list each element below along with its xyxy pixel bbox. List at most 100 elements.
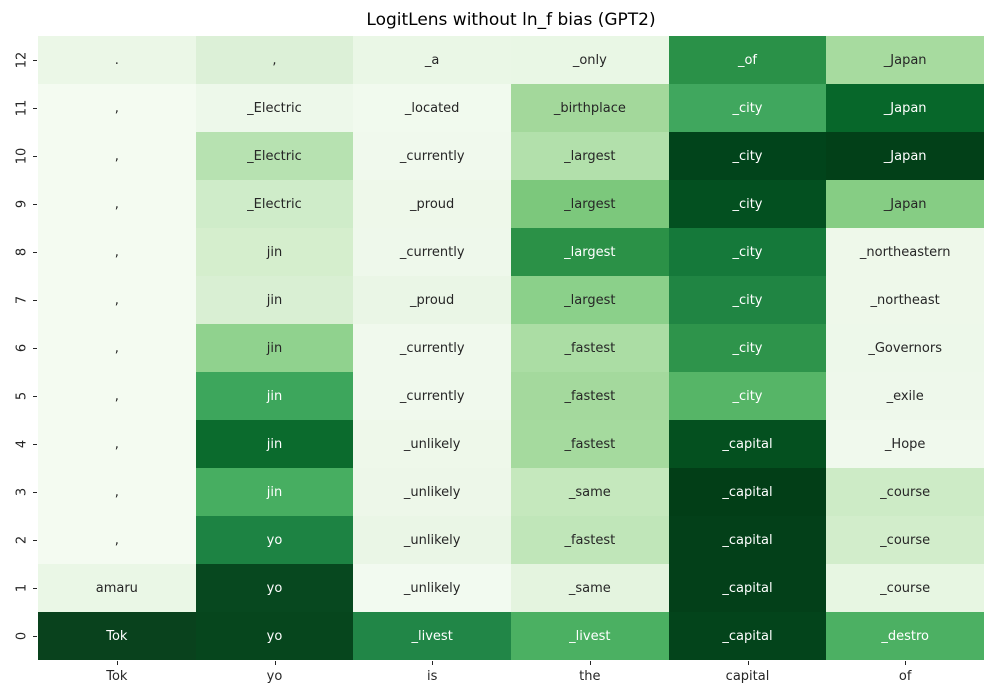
y-tick-mark	[33, 443, 37, 445]
heatmap-cell: _northeast	[826, 276, 984, 324]
y-tick-mark	[33, 107, 37, 109]
y-tick-mark	[33, 203, 37, 205]
y-tick-label: 9	[14, 199, 30, 209]
heatmap-cell: ,	[38, 84, 196, 132]
heatmap-grid: ., _a _only _of _Japan, _Electric _located _bir…	[38, 36, 984, 660]
heatmap-cell: _largest	[511, 228, 669, 276]
y-tick-mark	[33, 251, 37, 253]
heatmap-cell: _city	[668, 132, 827, 180]
heatmap-cell: ,	[38, 132, 196, 180]
heatmap-cell: _fastest	[511, 420, 669, 468]
heatmap-cell: _fastest	[511, 516, 669, 564]
heatmap-cell: _only	[511, 36, 669, 84]
heatmap-cell: Tok	[38, 612, 196, 660]
heatmap-cell: _unlikely	[353, 468, 511, 516]
x-tick-label: Tok	[106, 669, 128, 684]
y-tick-mark	[33, 347, 37, 349]
heatmap-cell: _Japan	[826, 180, 984, 228]
y-tick-label: 5	[14, 391, 30, 401]
heatmap-cell: _unlikely	[353, 564, 511, 612]
heatmap-cell: ,	[38, 324, 196, 372]
y-tick-label: 2	[14, 535, 30, 545]
heatmap-cell: _currently	[353, 132, 511, 180]
heatmap-cell: _course	[826, 564, 984, 612]
chart-title: LogitLens without ln_f bias (GPT2)	[366, 10, 656, 30]
x-tick-label: yo	[266, 669, 283, 684]
heatmap-cell: _livest	[353, 612, 511, 660]
heatmap-cell: _unlikely	[353, 420, 511, 468]
y-tick-label: 4	[14, 439, 30, 449]
heatmap-cell: _same	[511, 468, 669, 516]
y-tick-label: 6	[14, 343, 30, 353]
y-tick-label: 3	[14, 487, 30, 497]
heatmap-cell: _city	[668, 228, 827, 276]
heatmap-cell: yo	[195, 612, 354, 660]
heatmap-cell: _currently	[353, 324, 511, 372]
heatmap-cell: _capital	[668, 468, 827, 516]
heatmap-cell: ,	[38, 180, 196, 228]
heatmap-cell: _capital	[668, 612, 827, 660]
heatmap-cell: yo	[195, 516, 354, 564]
y-tick-mark	[33, 635, 37, 637]
heatmap-cell: _same	[511, 564, 669, 612]
heatmap-cell: jin	[195, 468, 354, 516]
y-tick-mark	[33, 155, 37, 157]
x-tick-label: of	[898, 669, 912, 684]
heatmap-cell: _Electric	[195, 180, 354, 228]
heatmap-cell: _largest	[511, 132, 669, 180]
heatmap-cell: _largest	[511, 180, 669, 228]
heatmap-cell: _course	[826, 516, 984, 564]
heatmap-cell: _proud	[353, 276, 511, 324]
x-tick-mark	[747, 661, 749, 665]
heatmap-cell: _fastest	[511, 372, 669, 420]
heatmap-cell: _birthplace	[511, 84, 669, 132]
heatmap-cell: _currently	[353, 228, 511, 276]
y-tick-label: 11	[14, 99, 30, 117]
heatmap-cell: jin	[195, 228, 354, 276]
heatmap-cell: _located	[353, 84, 511, 132]
heatmap-cell: .	[38, 36, 196, 84]
y-tick-label: 10	[14, 147, 30, 165]
y-tick-label: 8	[14, 247, 30, 257]
y-tick-label: 1	[14, 583, 30, 593]
y-tick-mark	[33, 59, 37, 61]
heatmap-cell: ,	[38, 372, 196, 420]
heatmap-cell: ,	[38, 516, 196, 564]
heatmap-cell: _largest	[511, 276, 669, 324]
y-tick-mark	[33, 299, 37, 301]
x-tick-mark	[116, 661, 118, 665]
heatmap-cell: _capital	[668, 516, 827, 564]
x-tick-mark	[589, 661, 591, 665]
heatmap-cell: ,	[38, 420, 196, 468]
heatmap-cell: _Hope	[826, 420, 984, 468]
y-tick-mark	[33, 587, 37, 589]
heatmap-cell: ,	[38, 468, 196, 516]
heatmap-cell: _Japan	[826, 132, 984, 180]
heatmap-cell: yo	[195, 564, 354, 612]
heatmap-cell: _Electric	[195, 132, 354, 180]
heatmap-cell: _Japan	[826, 36, 984, 84]
heatmap-cell: _capital	[668, 564, 827, 612]
y-tick-label: 12	[14, 51, 30, 69]
heatmap-cell: amaru	[38, 564, 196, 612]
x-tick-mark	[905, 661, 907, 665]
heatmap-cell: ,	[38, 276, 196, 324]
y-tick-label: 7	[14, 295, 30, 305]
x-tick-mark	[432, 661, 434, 665]
heatmap-cell: _livest	[511, 612, 669, 660]
heatmap-cell: _Electric	[195, 84, 354, 132]
x-tick-mark	[274, 661, 276, 665]
x-tick-label: is	[426, 669, 438, 684]
y-tick-mark	[33, 539, 37, 541]
heatmap-cell: _city	[668, 324, 827, 372]
heatmap-cell: jin	[195, 372, 354, 420]
heatmap-cell: _capital	[668, 420, 827, 468]
heatmap-cell: ,	[195, 36, 354, 84]
heatmap-cell: _city	[668, 180, 827, 228]
x-tick-label: capital	[725, 669, 770, 684]
heatmap-cell: _Japan	[826, 84, 984, 132]
heatmap-cell: jin	[195, 420, 354, 468]
heatmap-cell: jin	[195, 276, 354, 324]
heatmap-cell: _city	[668, 276, 827, 324]
